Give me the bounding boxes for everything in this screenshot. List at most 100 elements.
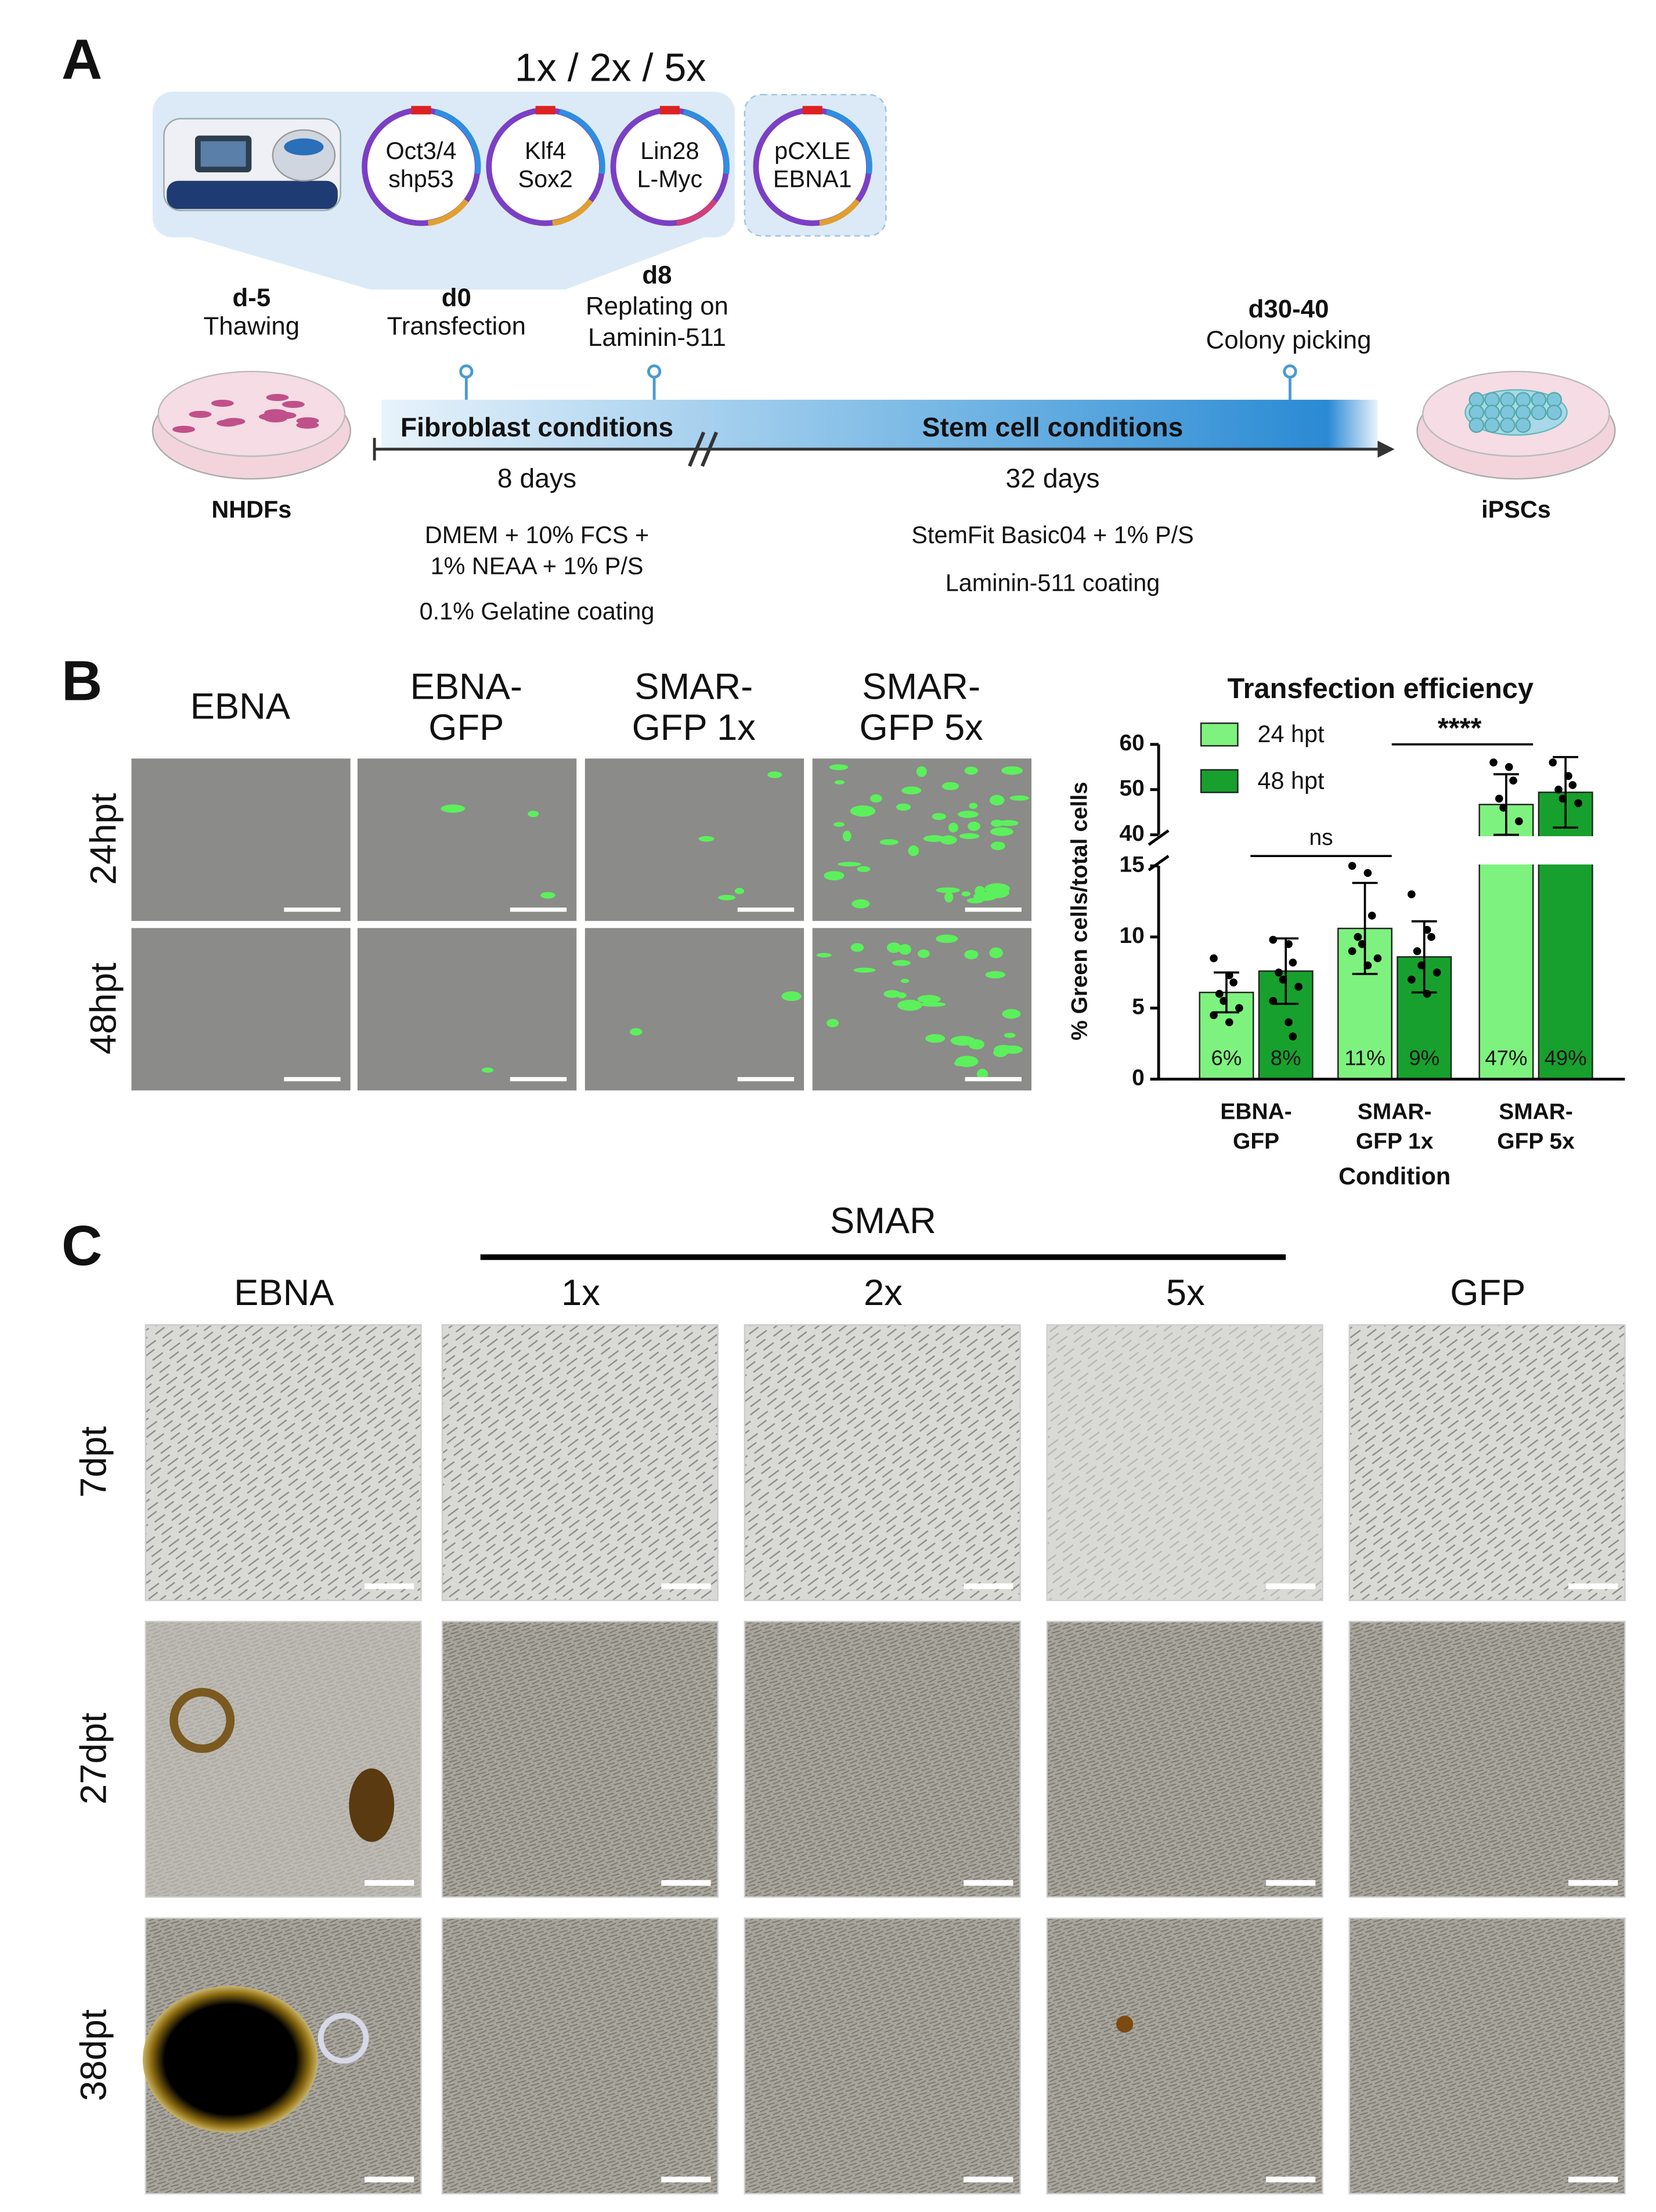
- event-text: Transfection: [387, 312, 526, 340]
- data-point: [1373, 954, 1382, 963]
- colony: [169, 1687, 235, 1753]
- gfp-cell: [816, 953, 832, 957]
- gfp-cell: [948, 822, 958, 833]
- data-point: [1368, 912, 1376, 920]
- x-tick-label: SMAR-: [1358, 1099, 1432, 1124]
- gfp-cell: [900, 978, 910, 984]
- gfp-cell: [870, 794, 882, 803]
- group-header: SMAR: [830, 1201, 936, 1241]
- data-point: [1269, 997, 1278, 1005]
- plasmid-gene: Oct3/4: [385, 138, 456, 164]
- gfp-cell: [540, 892, 555, 899]
- micrograph: [1046, 1917, 1323, 2195]
- panel-label: C: [62, 1214, 102, 1277]
- gfp-cell: [920, 1002, 946, 1007]
- data-point: [1354, 932, 1362, 941]
- data-point: [1554, 785, 1563, 794]
- data-point: [1499, 804, 1507, 812]
- gfp-cell: [985, 971, 1006, 979]
- gfp-cell: [923, 835, 945, 842]
- pin-head: [459, 364, 474, 379]
- value-label: 9%: [1409, 1046, 1439, 1069]
- row-header: 38dpt: [73, 2009, 114, 2101]
- light-area: [145, 1621, 421, 1897]
- y-tick-label: 50: [1119, 776, 1144, 801]
- gfp-cell: [990, 841, 1005, 851]
- data-point: [1235, 1004, 1243, 1013]
- data-point: [1215, 989, 1224, 998]
- plasmid-marker: [411, 106, 431, 115]
- micrograph: [744, 1621, 1021, 1898]
- data-point: [1225, 1018, 1233, 1027]
- gfp-cell: [941, 782, 959, 790]
- gfp-cell: [959, 833, 980, 840]
- gfp-cell: [901, 786, 922, 795]
- x-tick-label: GFP: [1233, 1129, 1279, 1154]
- gfp-cell: [954, 1060, 966, 1067]
- micrograph: [441, 1917, 719, 2195]
- column-header: SMAR-: [862, 667, 980, 707]
- dish-left: [151, 370, 351, 480]
- gfp-cell: [718, 895, 735, 901]
- plasmid-arc: [819, 198, 860, 226]
- data-point: [1549, 758, 1557, 767]
- legend-label: 48 hpt: [1258, 767, 1325, 794]
- gfp-cell: [936, 934, 958, 944]
- data-point: [1363, 961, 1372, 970]
- data-point: [1289, 1032, 1297, 1041]
- data-point: [1279, 975, 1287, 984]
- data-point: [1294, 982, 1303, 991]
- fibroblast: [296, 417, 319, 425]
- column-header: SMAR-: [634, 667, 753, 707]
- fibroblast: [258, 413, 282, 421]
- gfp-cell: [629, 1028, 643, 1036]
- gfp-cell: [850, 805, 876, 817]
- column-header: 5x: [1166, 1273, 1205, 1313]
- micrograph: [1046, 1621, 1323, 1898]
- phase-duration: 32 days: [1006, 463, 1100, 493]
- plasmid-arc: [434, 109, 481, 175]
- micrograph: [744, 1917, 1021, 2195]
- gfp-cell: [857, 866, 871, 872]
- gfp-cell: [964, 950, 979, 960]
- y-tick-label: 40: [1119, 821, 1144, 846]
- data-point: [1423, 989, 1431, 998]
- event-text: Colony picking: [1206, 326, 1372, 355]
- gfp-cell: [829, 764, 849, 771]
- event-day: d30-40: [1249, 295, 1329, 323]
- y-tick-label: 15: [1119, 852, 1144, 877]
- bar: [1538, 791, 1593, 1080]
- data-point: [1408, 890, 1416, 899]
- micrograph: [585, 758, 804, 921]
- data-point: [1495, 794, 1503, 803]
- gfp-cell: [1002, 1009, 1021, 1019]
- axis-break: [688, 431, 719, 467]
- gfp-cell: [989, 794, 1005, 806]
- x-tick-label: GFP 5x: [1497, 1129, 1575, 1154]
- plasmid-arc: [825, 109, 872, 175]
- plasmid-arc: [552, 198, 593, 226]
- event-day: d0: [442, 284, 471, 312]
- data-point: [1515, 817, 1523, 826]
- gfp-cell: [879, 839, 899, 845]
- funnel: [152, 226, 735, 290]
- gfp-cell: [826, 1018, 839, 1028]
- column-header: EBNA: [190, 686, 291, 727]
- fibroblast: [211, 399, 234, 407]
- data-point: [1427, 932, 1435, 941]
- gfp-cell: [916, 766, 927, 777]
- gfp-cell: [528, 811, 539, 818]
- row-header: 7dpt: [73, 1426, 114, 1498]
- ipsc: [1469, 417, 1485, 433]
- x-tick-label: GFP 1x: [1356, 1129, 1434, 1154]
- data-point: [1564, 772, 1572, 780]
- gfp-cell: [936, 887, 960, 893]
- data-point: [1505, 762, 1513, 771]
- gfp-cell: [838, 862, 861, 867]
- value-label: 6%: [1211, 1046, 1242, 1069]
- phase-duration: 8 days: [497, 463, 576, 493]
- row-header: 27dpt: [73, 1712, 114, 1805]
- ipsc: [1484, 417, 1500, 433]
- column-header: 2x: [864, 1273, 903, 1313]
- data-point: [1413, 947, 1422, 956]
